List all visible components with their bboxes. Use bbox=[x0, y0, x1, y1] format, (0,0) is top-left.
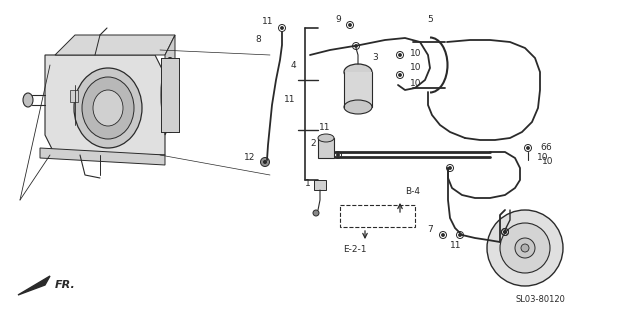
Text: 7: 7 bbox=[427, 226, 433, 234]
Text: 5: 5 bbox=[427, 15, 433, 25]
Circle shape bbox=[521, 244, 529, 252]
Ellipse shape bbox=[344, 100, 372, 114]
Polygon shape bbox=[40, 148, 165, 165]
Ellipse shape bbox=[344, 64, 372, 80]
Ellipse shape bbox=[74, 68, 142, 148]
Polygon shape bbox=[18, 276, 50, 295]
Text: 10: 10 bbox=[410, 78, 422, 88]
Polygon shape bbox=[55, 35, 175, 55]
Circle shape bbox=[487, 210, 563, 286]
Ellipse shape bbox=[164, 65, 176, 125]
Bar bbox=[70, 90, 78, 102]
Circle shape bbox=[449, 167, 451, 169]
Circle shape bbox=[281, 27, 283, 29]
Text: 1: 1 bbox=[305, 179, 311, 187]
Bar bbox=[161, 58, 179, 132]
Bar bbox=[344, 72, 372, 107]
Circle shape bbox=[260, 158, 269, 167]
Text: 10: 10 bbox=[410, 64, 422, 72]
Polygon shape bbox=[165, 35, 175, 135]
Ellipse shape bbox=[93, 90, 123, 126]
Text: 10: 10 bbox=[410, 49, 422, 58]
Text: 11: 11 bbox=[262, 18, 274, 26]
Text: 2: 2 bbox=[310, 139, 316, 147]
Ellipse shape bbox=[318, 134, 334, 142]
Text: 3: 3 bbox=[372, 54, 378, 62]
Polygon shape bbox=[45, 55, 165, 155]
Text: 6: 6 bbox=[545, 144, 551, 152]
Text: 6: 6 bbox=[540, 144, 546, 152]
Text: 11: 11 bbox=[284, 95, 296, 105]
Circle shape bbox=[399, 54, 401, 56]
Text: SL03-80120: SL03-80120 bbox=[515, 295, 565, 305]
Text: 11: 11 bbox=[319, 123, 331, 133]
Text: E-2-1: E-2-1 bbox=[343, 245, 367, 255]
Circle shape bbox=[515, 238, 535, 258]
Text: 4: 4 bbox=[290, 60, 296, 70]
Circle shape bbox=[504, 231, 506, 233]
Text: FR.: FR. bbox=[55, 280, 76, 290]
Text: 10: 10 bbox=[537, 153, 548, 163]
Bar bbox=[314, 180, 326, 190]
Text: B-4: B-4 bbox=[406, 187, 420, 197]
Circle shape bbox=[459, 234, 461, 236]
Circle shape bbox=[399, 74, 401, 76]
Circle shape bbox=[442, 234, 444, 236]
Circle shape bbox=[527, 147, 529, 149]
Circle shape bbox=[500, 223, 550, 273]
Text: 9: 9 bbox=[335, 15, 341, 25]
Text: 10: 10 bbox=[542, 158, 554, 167]
Text: 11: 11 bbox=[451, 240, 461, 249]
Ellipse shape bbox=[23, 93, 33, 107]
Circle shape bbox=[263, 160, 267, 164]
Circle shape bbox=[349, 24, 351, 26]
Ellipse shape bbox=[82, 77, 134, 139]
Ellipse shape bbox=[161, 58, 179, 133]
Text: 12: 12 bbox=[244, 153, 256, 163]
Circle shape bbox=[337, 154, 339, 156]
Circle shape bbox=[355, 45, 357, 47]
Text: 8: 8 bbox=[255, 36, 261, 44]
Bar bbox=[318, 138, 334, 158]
Circle shape bbox=[504, 231, 506, 233]
Circle shape bbox=[313, 210, 319, 216]
